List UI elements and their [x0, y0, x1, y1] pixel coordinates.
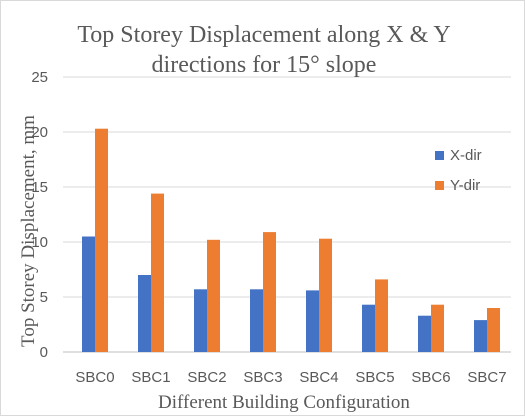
x-tick-label: SBC5: [355, 369, 394, 386]
x-tick-label: SBC7: [467, 369, 506, 386]
legend-swatch-y-dir: [435, 181, 444, 190]
bar-y-dir-sbc6: [431, 304, 444, 352]
chart-title-line-2: directions for 15° slope: [152, 52, 377, 78]
x-tick-labels: SBC0 SBC1 SBC2 SBC3 SBC4 SBC5 SBC6 SBC7: [75, 369, 506, 386]
y-tick-label: 0: [40, 344, 48, 361]
legend-label-x-dir: X-dir: [450, 147, 482, 164]
bar-x-dir-sbc5: [362, 304, 375, 352]
x-tick-label: SBC6: [411, 369, 450, 386]
legend-swatch-x-dir: [435, 151, 444, 160]
bar-y-dir-sbc1: [151, 193, 164, 352]
bar-x-dir-sbc1: [138, 275, 151, 352]
x-tick-label: SBC3: [243, 369, 282, 386]
bar-x-dir-sbc0: [82, 236, 95, 352]
bar-y-dir-sbc5: [375, 279, 388, 352]
legend: X-dir Y-dir: [435, 147, 482, 194]
x-axis-title: Different Building Configuration: [158, 392, 410, 413]
y-axis-title: Top Storey Displacement, mm: [18, 115, 39, 347]
bars: [82, 128, 500, 352]
x-tick-label: SBC2: [187, 369, 226, 386]
y-tick-label: 20: [31, 124, 48, 141]
y-tick-label: 25: [31, 69, 48, 86]
bar-y-dir-sbc4: [319, 238, 332, 352]
y-tick-label: 15: [31, 179, 48, 196]
x-tick-label: SBC1: [131, 369, 170, 386]
bar-x-dir-sbc3: [250, 289, 263, 352]
bar-y-dir-sbc2: [207, 239, 220, 352]
bar-y-dir-sbc3: [263, 232, 276, 352]
bar-x-dir-sbc6: [418, 315, 431, 352]
bar-y-dir-sbc0: [95, 128, 108, 352]
bar-y-dir-sbc7: [487, 308, 500, 352]
chart-title-line-1: Top Storey Displacement along X & Y: [77, 22, 450, 48]
bar-x-dir-sbc2: [194, 289, 207, 352]
y-tick-label: 5: [40, 289, 48, 306]
y-tick-labels: 0 5 10 15 20 25: [31, 69, 48, 361]
y-tick-label: 10: [31, 234, 48, 251]
x-tick-label: SBC4: [299, 369, 338, 386]
bar-x-dir-sbc4: [306, 290, 319, 352]
x-tick-label: SBC0: [75, 369, 114, 386]
legend-label-y-dir: Y-dir: [450, 177, 480, 194]
bar-x-dir-sbc7: [474, 320, 487, 352]
